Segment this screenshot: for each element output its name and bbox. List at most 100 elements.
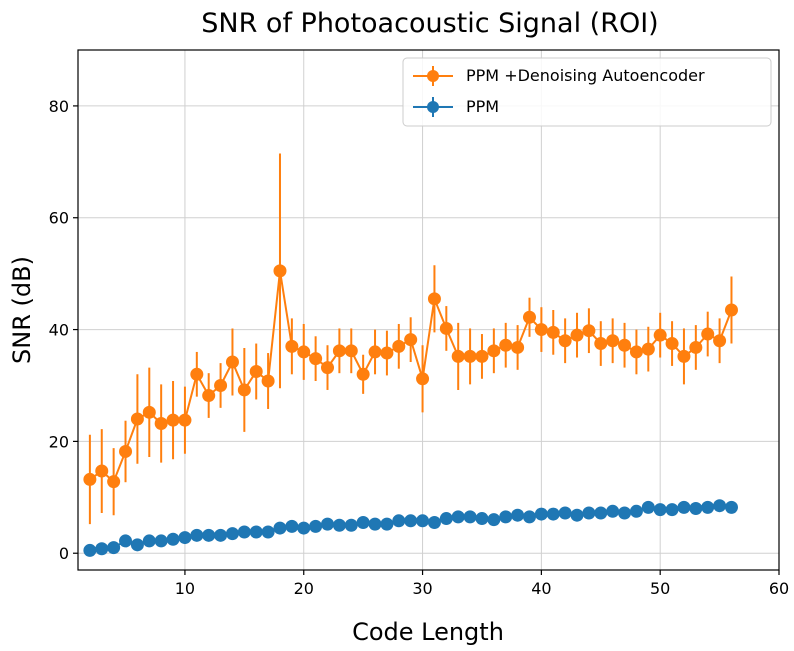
data-point (404, 333, 418, 347)
data-point (202, 389, 216, 403)
data-point (392, 339, 406, 353)
data-point (261, 525, 275, 539)
data-point (534, 507, 548, 521)
data-point (154, 417, 168, 431)
legend-marker-ppm (427, 101, 439, 113)
data-point (724, 303, 738, 317)
data-point (629, 504, 643, 518)
data-point (439, 321, 453, 335)
data-point (677, 349, 691, 363)
data-point (142, 405, 156, 419)
data-point (344, 344, 358, 358)
data-point (237, 383, 251, 397)
data-point (427, 292, 441, 306)
data-point (190, 367, 204, 381)
data-point (475, 512, 489, 526)
y-tick-label: 0 (59, 544, 69, 563)
plot-area (83, 153, 738, 557)
data-point (392, 514, 406, 528)
data-point (582, 506, 596, 520)
data-point (427, 515, 441, 529)
data-point (297, 345, 311, 359)
data-point (594, 506, 608, 520)
data-point (487, 513, 501, 527)
data-point (83, 543, 97, 557)
legend-entry-ppm-dae: PPM +Denoising Autoencoder (413, 66, 705, 86)
data-point (130, 412, 144, 426)
legend-label-ppm: PPM (466, 97, 499, 116)
data-point (606, 334, 620, 348)
data-point (107, 541, 121, 555)
data-point (416, 372, 430, 386)
data-point (368, 517, 382, 531)
data-point (511, 508, 525, 522)
data-point (380, 517, 394, 531)
x-tick-label: 20 (294, 579, 314, 598)
data-point (273, 264, 287, 278)
legend-label-ppm-dae: PPM +Denoising Autoencoder (466, 66, 705, 85)
data-point (629, 345, 643, 359)
data-point (368, 345, 382, 359)
data-point (107, 475, 121, 489)
data-point (261, 374, 275, 388)
data-point (546, 507, 560, 521)
data-point (95, 464, 109, 478)
data-point (653, 503, 667, 517)
data-point (641, 342, 655, 356)
data-point (130, 538, 144, 552)
data-point (439, 512, 453, 526)
data-point (214, 378, 228, 392)
data-point (119, 534, 133, 548)
x-tick-label: 30 (412, 579, 432, 598)
data-point (166, 413, 180, 427)
data-point (487, 344, 501, 358)
legend-entry-ppm: PPM (413, 97, 499, 117)
data-point (178, 413, 192, 427)
x-tick-label: 10 (175, 579, 195, 598)
data-point (332, 344, 346, 358)
data-point (546, 325, 560, 339)
data-point (273, 521, 287, 535)
data-point (558, 334, 572, 348)
x-tick-label: 60 (769, 579, 789, 598)
series-line (89, 270, 733, 484)
data-point (321, 361, 335, 375)
y-tick-label: 20 (49, 432, 69, 451)
data-point (416, 514, 430, 528)
data-point (665, 337, 679, 351)
data-point (237, 525, 251, 539)
data-point (641, 500, 655, 514)
x-tick-label: 50 (650, 579, 670, 598)
data-point (499, 510, 513, 524)
data-point (724, 500, 738, 514)
y-tick-label: 40 (49, 321, 69, 340)
data-point (202, 528, 216, 542)
data-point (570, 328, 584, 342)
legend-box (402, 57, 772, 127)
y-tick-label: 80 (49, 97, 69, 116)
data-point (618, 338, 632, 352)
data-point (95, 542, 109, 556)
data-point (309, 352, 323, 366)
data-point (178, 531, 192, 545)
data-point (689, 501, 703, 515)
data-point (451, 510, 465, 524)
data-point (653, 328, 667, 342)
data-point (618, 506, 632, 520)
legend-marker-ppm-dae (427, 70, 439, 82)
data-point (713, 499, 727, 513)
data-point (190, 528, 204, 542)
data-point (511, 340, 525, 354)
data-point (594, 337, 608, 351)
data-point (522, 510, 536, 524)
data-point (582, 324, 596, 338)
data-point (713, 334, 727, 348)
axis-ticks: 10 20 30 40 50 60 0 20 40 60 80 (49, 97, 790, 598)
grid (78, 50, 780, 570)
data-point (285, 339, 299, 353)
legend: PPM +Denoising Autoencoder PPM (402, 57, 772, 127)
data-point (166, 532, 180, 546)
data-point (321, 517, 335, 531)
data-point (404, 514, 418, 528)
data-point (463, 349, 477, 363)
